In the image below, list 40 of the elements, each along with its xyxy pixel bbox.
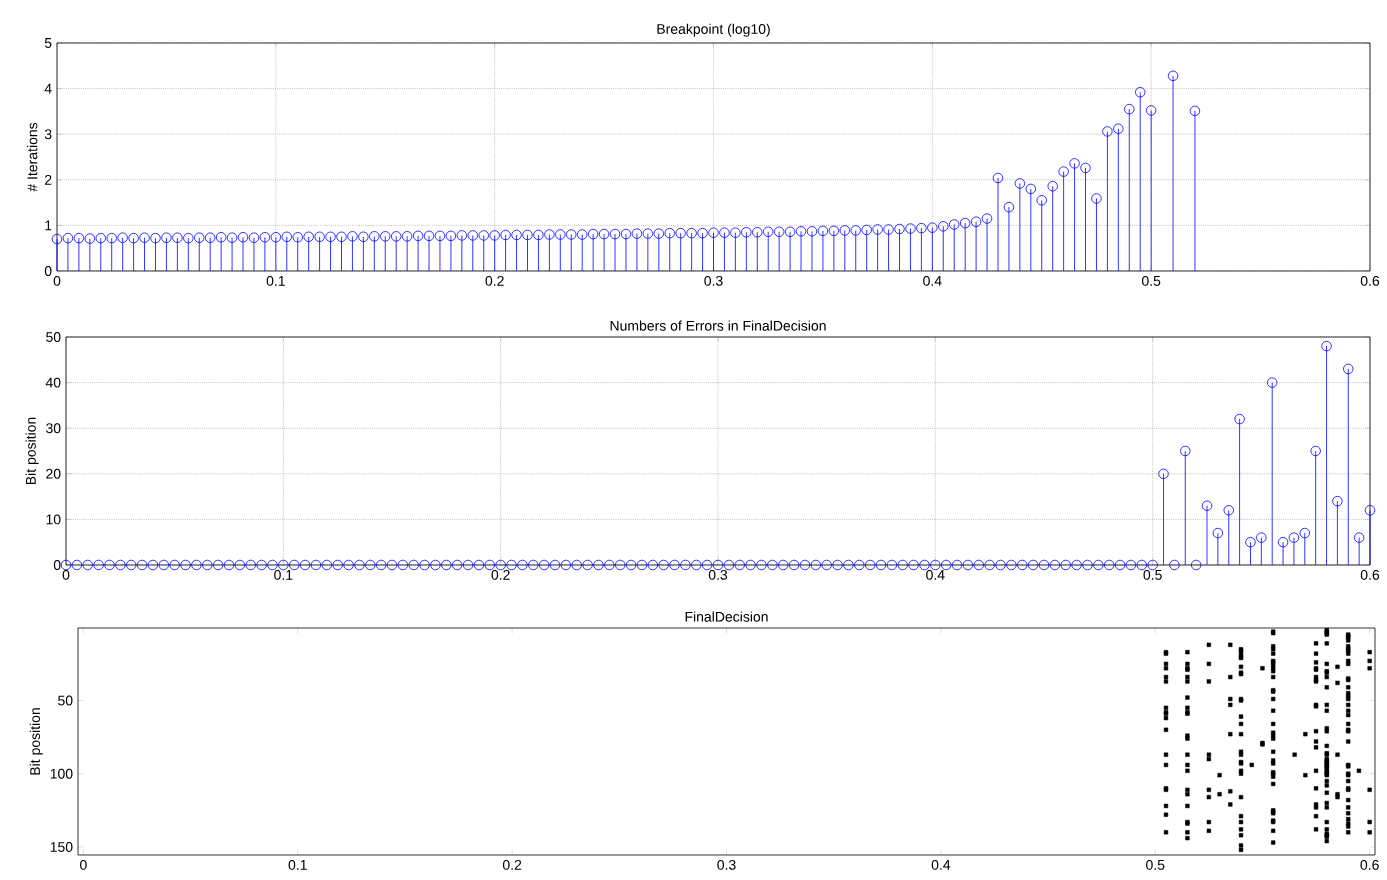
y-tick-label: 1 — [45, 220, 52, 231]
x-tick-label: 0.1 — [288, 859, 307, 870]
x-tick-label: 0.5 — [1141, 275, 1161, 286]
x-tick-label: 0.6 — [1360, 275, 1380, 286]
y-tick-label: 2 — [45, 174, 52, 185]
x-tick-label: 0.2 — [491, 569, 510, 580]
y-tick-label: 150 — [50, 841, 73, 852]
y-tick-label: 50 — [46, 332, 61, 342]
y-tick-label: 0 — [44, 266, 52, 276]
x-tick-label: 0.5 — [1146, 859, 1165, 870]
chart-title: Numbers of Errors in FinalDecision — [610, 320, 826, 331]
y-tick-label: 50 — [58, 695, 73, 706]
x-tick-label: 0.3 — [708, 569, 728, 580]
chart-title: FinalDecision — [685, 611, 768, 622]
y-tick-label: 3 — [44, 129, 52, 140]
x-tick-label: 0.4 — [931, 859, 951, 870]
y-tick-label: 10 — [46, 514, 61, 525]
x-tick-label: 0.1 — [266, 275, 285, 286]
y-tick-label: 4 — [44, 83, 52, 94]
x-tick-label: 0.5 — [1143, 569, 1162, 580]
x-tick-label: 0.3 — [717, 859, 736, 870]
chart-title: Breakpoint (log10) — [657, 23, 770, 37]
x-tick-label: 0.4 — [923, 275, 942, 286]
y-axis-title: Bit position — [29, 708, 43, 775]
x-tick-label: 0.4 — [926, 569, 945, 580]
x-tick-label: 0.1 — [274, 569, 293, 580]
x-tick-label: 0.6 — [1360, 569, 1380, 580]
y-axis-title: Bit position — [25, 417, 39, 485]
y-tick-label: 40 — [45, 377, 61, 388]
y-axis-title: # Iterations — [27, 122, 38, 192]
x-tick-label: 0.3 — [704, 275, 723, 286]
y-tick-label: 100 — [50, 768, 73, 779]
x-tick-label: 0.6 — [1360, 859, 1379, 870]
y-tick-label: 0 — [53, 560, 61, 570]
y-tick-label: 5 — [44, 38, 52, 48]
x-tick-label: 0.2 — [485, 275, 504, 286]
x-tick-label: 0.2 — [502, 859, 522, 870]
x-tick-label: 0 — [80, 859, 87, 870]
y-tick-label: 30 — [46, 423, 61, 434]
y-tick-label: 20 — [46, 468, 61, 479]
